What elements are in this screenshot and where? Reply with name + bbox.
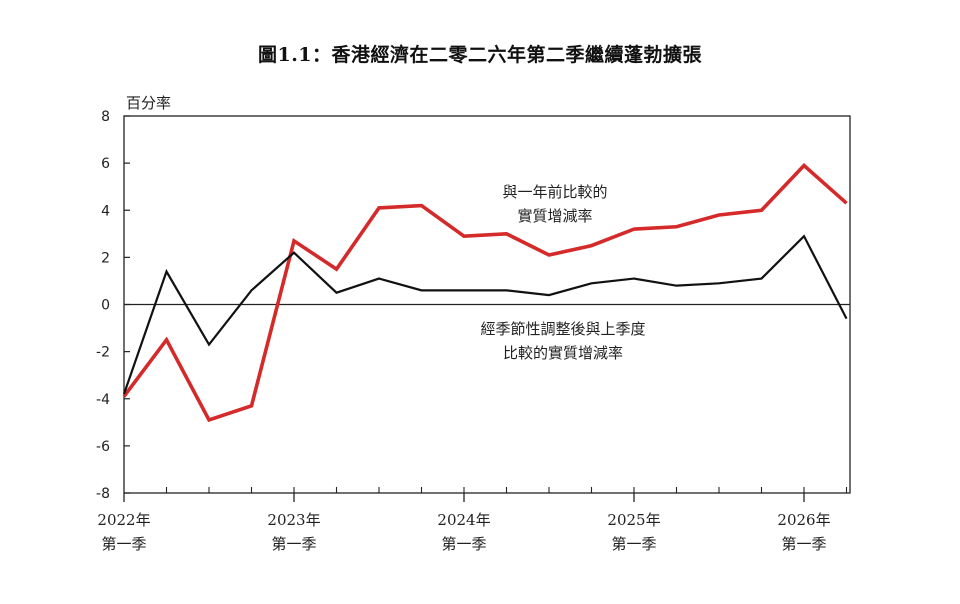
y-tick-label: -2: [96, 345, 110, 361]
x-tick-year-label: 2024年: [437, 511, 490, 529]
x-tick-year-label: 2025年: [607, 511, 660, 529]
x-tick-quarter-label: 第一季: [271, 535, 316, 553]
y-tick-label: 0: [101, 298, 110, 314]
series-annotation-yoy: 與一年前比較的: [502, 183, 607, 201]
x-tick-quarter-label: 第一季: [781, 535, 826, 553]
y-tick-label: 8: [101, 109, 110, 125]
y-tick-label: -6: [96, 439, 110, 455]
x-tick-quarter-label: 第一季: [101, 535, 146, 553]
y-tick-label: 6: [101, 156, 110, 172]
y-tick-label: 4: [101, 203, 110, 219]
y-tick-label: -4: [96, 392, 110, 408]
x-tick-year-label: 2022年: [97, 511, 150, 529]
y-tick-label: -8: [96, 486, 110, 502]
y-tick-label: 2: [101, 250, 110, 266]
x-tick-quarter-label: 第一季: [611, 535, 656, 553]
y-unit-label: 百分率: [126, 94, 171, 112]
x-tick-year-label: 2023年: [267, 511, 320, 529]
chart-title: 圖1.1：香港經濟在二零二六年第二季繼續蓬勃擴張: [257, 44, 703, 66]
x-tick-year-label: 2026年: [777, 511, 830, 529]
series-annotation-yoy: 實質增減率: [517, 207, 592, 225]
series-annotation-qoq: 比較的實質增減率: [503, 344, 623, 362]
series-line-yoy: [122, 162, 848, 423]
series-annotation-qoq: 經季節性調整後與上季度: [480, 320, 645, 338]
series-line-qoq: [122, 234, 848, 395]
x-tick-quarter-label: 第一季: [441, 535, 486, 553]
